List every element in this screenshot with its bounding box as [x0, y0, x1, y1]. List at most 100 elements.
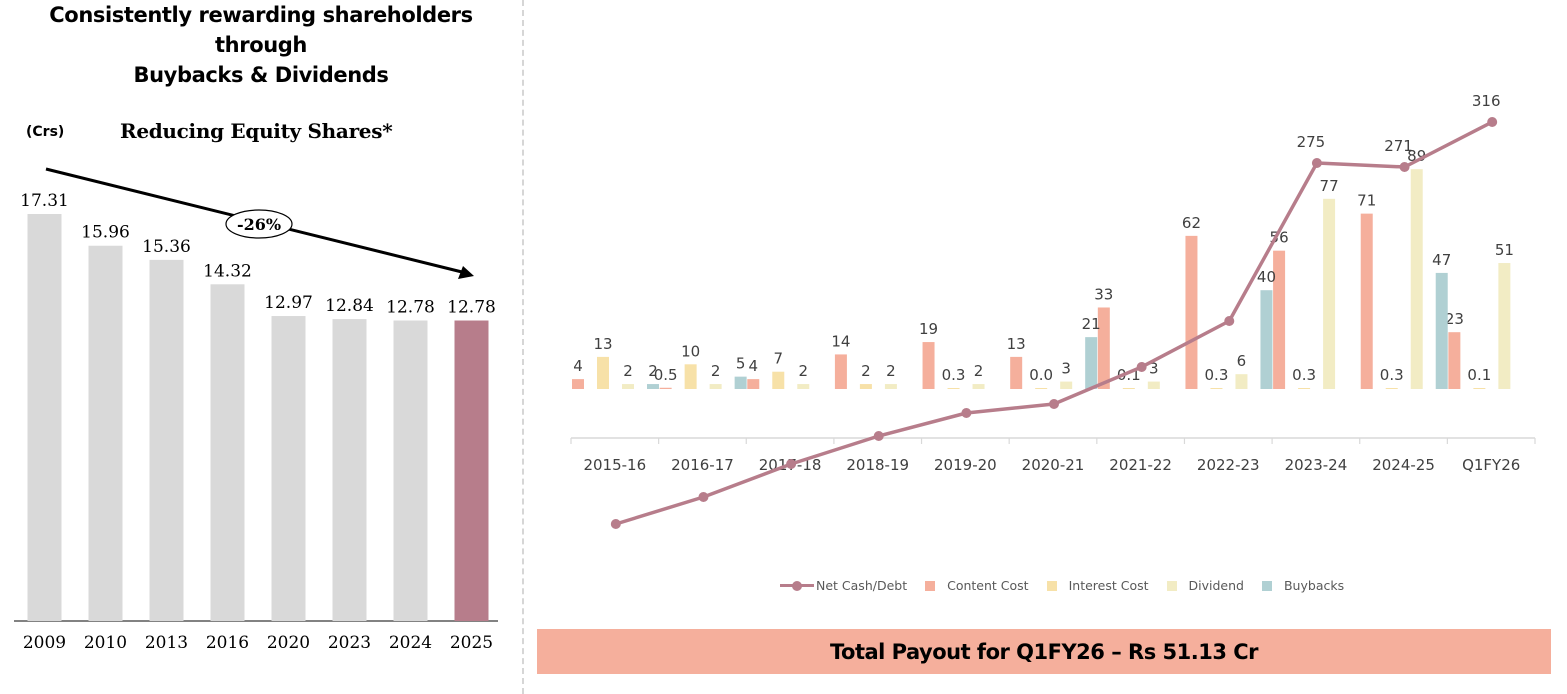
bar-interest-cost [1298, 388, 1311, 389]
bar-content-cost [1360, 213, 1373, 389]
bar-interest-cost [859, 384, 872, 389]
bar-dividend [1498, 263, 1511, 389]
bar-content-cost [1273, 250, 1286, 389]
x-tick-label: 2023 [328, 633, 371, 653]
data-label: 33 [1094, 285, 1113, 303]
data-label: 51 [1495, 241, 1514, 259]
x-tick-label: 2009 [23, 633, 66, 653]
bar-dividend [622, 384, 634, 389]
bar-dividend [1323, 198, 1336, 389]
bar-2009 [27, 214, 62, 621]
data-label: 0.3 [942, 366, 966, 384]
bar-content-cost [922, 342, 935, 389]
data-label: 47 [1432, 251, 1451, 269]
x-tick-label: 2010 [84, 633, 127, 653]
bar-content-cost [572, 379, 584, 389]
bar-2013 [149, 259, 184, 621]
x-tick-label: Q1FY26 [1462, 456, 1520, 474]
line-data-label: 271 [1384, 137, 1413, 155]
data-label: 0.0 [1029, 366, 1053, 384]
bar-dividend [1060, 381, 1073, 389]
legend-net-cash: Net Cash/Debt [780, 578, 907, 593]
net-cash-point [961, 408, 972, 418]
arrow-head-icon [458, 266, 474, 279]
bar-content-cost [1185, 235, 1198, 389]
bar-dividend [972, 384, 985, 389]
data-label: 3 [1149, 360, 1159, 378]
data-label: 19 [919, 320, 938, 338]
annotation-label: -26% [237, 215, 281, 234]
x-tick-label: 2018-19 [846, 456, 909, 474]
bar-dividend [884, 384, 897, 389]
data-label: 12.78 [386, 298, 435, 318]
x-tick-label: 2024 [389, 633, 432, 653]
net-cash-point [610, 519, 621, 529]
data-label: 23 [1445, 310, 1464, 328]
data-label: 13 [1007, 335, 1026, 353]
data-label: 77 [1320, 177, 1339, 195]
x-tick-label: 2016-17 [671, 456, 734, 474]
legend-label: Dividend [1188, 578, 1244, 593]
net-cash-point [1224, 316, 1235, 326]
swatch-icon [925, 580, 936, 591]
x-tick-label: 2021-22 [1109, 456, 1172, 474]
data-label: 0.3 [1292, 366, 1316, 384]
bar-content-cost [747, 379, 760, 389]
total-payout-banner: Total Payout for Q1FY26 – Rs 51.13 Cr [537, 629, 1551, 674]
bar-interest-cost [1473, 388, 1486, 389]
data-label: 12.97 [264, 293, 313, 313]
total-payout-text: Total Payout for Q1FY26 – Rs 51.13 Cr [829, 639, 1259, 664]
data-label: 14.32 [203, 261, 252, 281]
bar-content-cost [659, 387, 672, 389]
net-cash-point [873, 431, 884, 441]
bar-content-cost [1448, 332, 1461, 389]
data-label: 15.96 [81, 223, 130, 243]
bar-2025 [454, 320, 489, 621]
data-label: 21 [1082, 315, 1101, 333]
bar-interest-cost [597, 356, 609, 389]
equity-chart-title: Reducing Equity Shares* [120, 119, 393, 143]
bar-dividend [797, 384, 810, 389]
data-label: 15.36 [142, 237, 191, 257]
data-label: 12.78 [447, 298, 496, 318]
swatch-icon [1261, 580, 1272, 591]
data-label: 2 [623, 362, 633, 380]
data-label: 0.3 [1380, 366, 1404, 384]
net-cash-point [786, 459, 797, 469]
legend-buybacks: Buybacks [1261, 578, 1345, 593]
data-label: 12.84 [325, 296, 374, 316]
bar-buybacks [1260, 290, 1273, 389]
x-tick-label: 2022-23 [1197, 456, 1260, 474]
data-label: 4 [573, 357, 583, 375]
data-label: 6 [1237, 352, 1247, 370]
data-label: 5 [736, 355, 746, 373]
data-label: 0.3 [1205, 366, 1229, 384]
x-tick-label: 2015-16 [583, 456, 646, 474]
bar-2016 [210, 284, 245, 621]
data-label: 4 [748, 357, 758, 375]
bar-dividend [709, 384, 722, 389]
x-tick-label: 2025 [450, 633, 493, 653]
bar-interest-cost [772, 371, 785, 389]
bar-interest-cost [684, 364, 697, 389]
data-label: 2 [798, 362, 808, 380]
net-cash-point [1049, 399, 1059, 409]
data-label: 0.5 [654, 366, 678, 384]
data-label: 2 [861, 362, 871, 380]
bar-buybacks [647, 384, 659, 389]
bar-2010 [88, 245, 123, 621]
bar-buybacks [1085, 337, 1098, 389]
x-tick-label: 2020 [267, 633, 310, 653]
swatch-icon [1046, 580, 1057, 591]
legend-interest-cost: Interest Cost [1046, 578, 1149, 593]
data-label: 7 [773, 350, 783, 368]
line-data-label: 275 [1297, 133, 1326, 151]
data-label: 89 [1407, 147, 1426, 165]
x-tick-label: 2019-20 [934, 456, 997, 474]
bar-content-cost [834, 354, 847, 389]
net-cash-point [1311, 158, 1322, 168]
x-tick-label: 2013 [145, 633, 188, 653]
data-label: 0.1 [1467, 366, 1491, 384]
legend-label: Buybacks [1283, 578, 1345, 593]
net-cash-point [1136, 362, 1147, 372]
